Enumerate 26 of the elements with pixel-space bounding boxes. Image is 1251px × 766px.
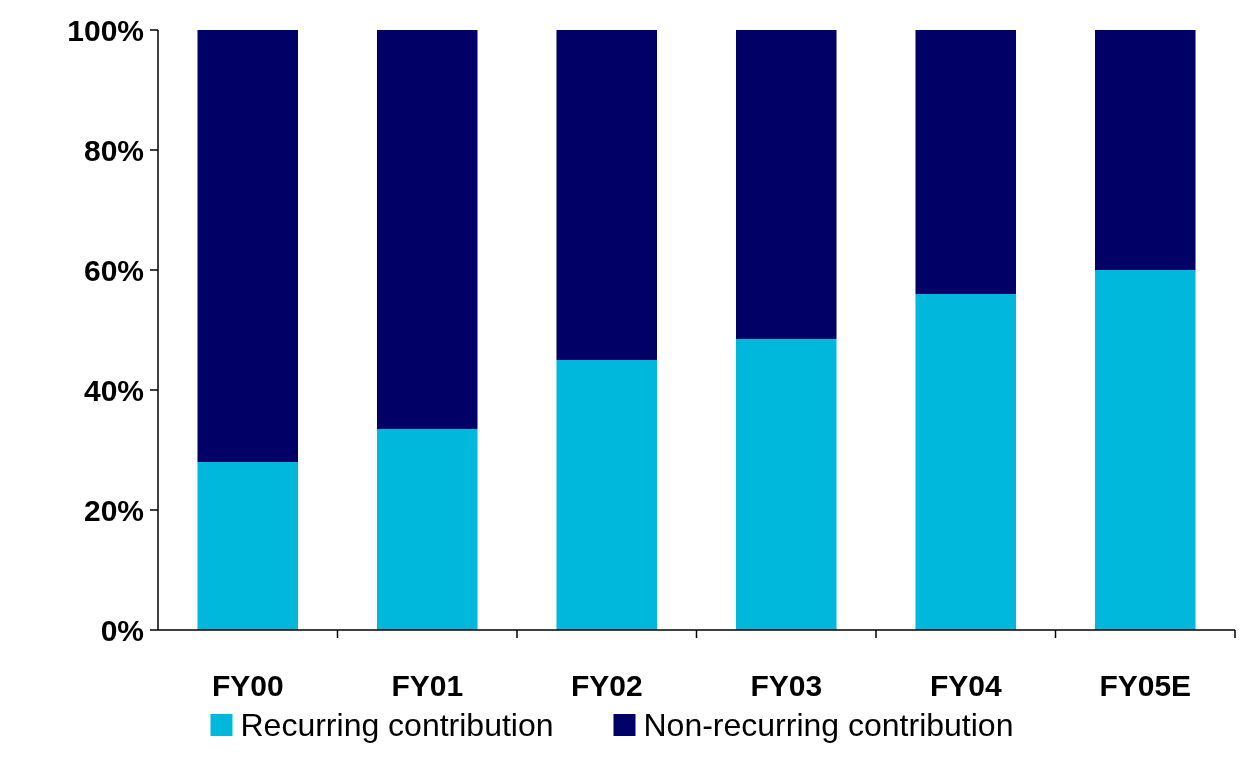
bar: [376, 30, 478, 429]
bar: [915, 294, 1017, 630]
y-tick-label: 20%: [83, 493, 144, 527]
bar: [1094, 270, 1196, 630]
x-tick-label: FY03: [750, 669, 823, 702]
bar: [197, 462, 299, 630]
y-tick-label: 40%: [83, 373, 144, 407]
x-tick-label: FY04: [929, 669, 1002, 702]
legend-label: Non-recurring contribution: [643, 707, 1014, 743]
y-tick-label: 100%: [67, 13, 144, 47]
x-tick-label: FY01: [391, 669, 464, 702]
x-tick-label: FY02: [570, 669, 643, 702]
legend-label: Recurring contribution: [240, 707, 554, 743]
bar: [556, 360, 658, 630]
bar: [735, 339, 837, 630]
bar: [915, 30, 1017, 294]
y-tick-label: 0%: [100, 613, 144, 647]
y-tick-label: 80%: [83, 133, 144, 167]
y-tick-label: 60%: [83, 253, 144, 287]
bar: [556, 30, 658, 360]
x-tick-label: FY05E: [1099, 669, 1192, 702]
bar: [1094, 30, 1196, 270]
x-tick-label: FY00: [211, 669, 284, 702]
bar: [735, 30, 837, 339]
bar: [376, 429, 478, 630]
bar: [197, 30, 299, 462]
